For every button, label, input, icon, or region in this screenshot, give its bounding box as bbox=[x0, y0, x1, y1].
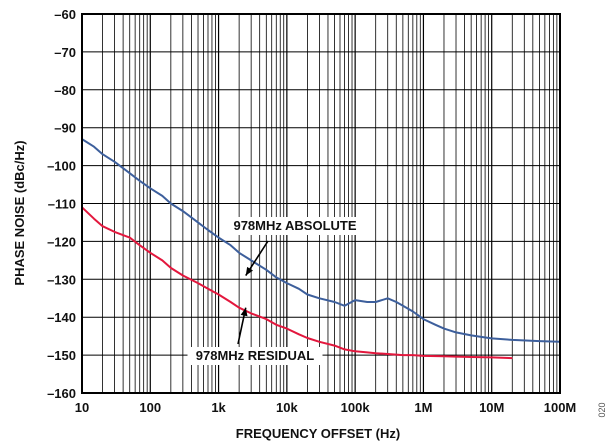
y-tick-label: –60 bbox=[54, 7, 76, 22]
y-tick-label: –140 bbox=[47, 310, 76, 325]
y-tick-label: –120 bbox=[47, 234, 76, 249]
annotation-residual: 978MHz RESIDUAL bbox=[196, 348, 315, 363]
x-tick-label: 100M bbox=[544, 400, 577, 415]
y-tick-label: –160 bbox=[47, 386, 76, 401]
annotation-arrowhead bbox=[245, 266, 254, 276]
figure-id: 020 bbox=[597, 402, 607, 417]
series-line-residual bbox=[81, 206, 513, 360]
y-tick-label: –70 bbox=[54, 45, 76, 60]
y-tick-label: –80 bbox=[54, 83, 76, 98]
y-tick-label: –100 bbox=[47, 159, 76, 174]
annotation-arrowhead bbox=[240, 307, 248, 317]
x-tick-label: 1k bbox=[211, 400, 226, 415]
x-tick-labels: 10 100 1k 10k 100k 1M 10M 100M bbox=[75, 400, 577, 415]
y-tick-label: –130 bbox=[47, 272, 76, 287]
grid bbox=[81, 13, 560, 394]
annotation-background bbox=[227, 217, 363, 235]
x-tick-label: 10 bbox=[75, 400, 89, 415]
annotation-absolute: 978MHz ABSOLUTE bbox=[233, 218, 356, 233]
x-tick-label: 1M bbox=[414, 400, 432, 415]
annotation-background bbox=[187, 347, 323, 365]
x-tick-label: 10M bbox=[479, 400, 504, 415]
y-tick-labels: –60 –70 –80 –90 –100 –110 –120 –130 –140 –150 –160 bbox=[47, 7, 76, 401]
x-tick-label: 100k bbox=[341, 400, 371, 415]
x-axis-title: FREQUENCY OFFSET (Hz) bbox=[236, 426, 400, 441]
series-line-absolute bbox=[81, 138, 561, 343]
series-layer bbox=[81, 138, 561, 360]
y-tick-label: –150 bbox=[47, 348, 76, 363]
y-axis-title: PHASE NOISE (dBc/Hz) bbox=[12, 140, 27, 285]
y-tick-label: –90 bbox=[54, 121, 76, 136]
annotations: 978MHz ABSOLUTE 978MHz RESIDUAL bbox=[187, 217, 363, 365]
x-tick-label: 10k bbox=[276, 400, 298, 415]
x-tick-label: 100 bbox=[139, 400, 161, 415]
plot-frame bbox=[81, 13, 561, 394]
y-tick-label: –110 bbox=[48, 197, 76, 212]
